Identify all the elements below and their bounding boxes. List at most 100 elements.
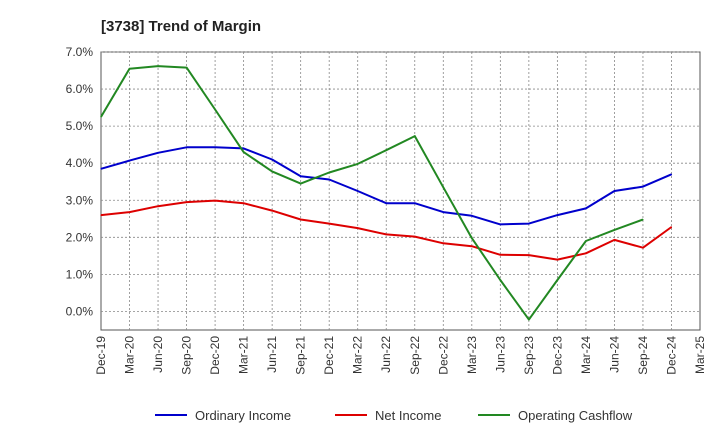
net-income-point xyxy=(185,201,188,203)
ordinary-income-point xyxy=(300,175,302,177)
ordinary-income-point xyxy=(385,202,387,204)
ordinary-income-point xyxy=(642,185,644,188)
x-tick-label: Mar-25 xyxy=(693,336,707,374)
y-tick-label: 3.0% xyxy=(66,193,94,207)
ordinary-income-point xyxy=(670,173,673,175)
x-tick-label: Sep-23 xyxy=(522,336,536,375)
operating-cashflow-point xyxy=(471,237,473,239)
x-tick-label: Dec-24 xyxy=(664,336,678,375)
x-tick-label: Dec-22 xyxy=(436,336,450,375)
net-income-point xyxy=(471,245,473,247)
x-tick-label: Mar-23 xyxy=(465,336,479,374)
operating-cashflow-point xyxy=(642,218,644,221)
y-tick-label: 4.0% xyxy=(66,156,94,170)
x-tick-label: Dec-21 xyxy=(322,336,336,375)
operating-cashflow-point xyxy=(385,149,387,151)
x-tick-label: Mar-22 xyxy=(351,336,365,374)
y-tick-label: 2.0% xyxy=(66,230,94,244)
legend-label-operating-cashflow: Operating Cashflow xyxy=(518,408,633,423)
net-income-point xyxy=(357,227,359,229)
operating-cashflow-point xyxy=(157,65,159,67)
y-tick-label: 0.0% xyxy=(66,304,94,318)
ordinary-income-point xyxy=(243,147,245,149)
operating-cashflow-point xyxy=(128,68,131,70)
operating-cashflow-point xyxy=(556,279,558,281)
x-tick-label: Jun-24 xyxy=(607,336,621,373)
x-tick-label: Jun-23 xyxy=(493,336,507,373)
ordinary-income-point xyxy=(271,158,273,161)
chart-title: [3738] Trend of Margin xyxy=(101,18,261,35)
x-tick-label: Dec-20 xyxy=(208,336,222,375)
net-income-point xyxy=(670,226,673,228)
net-income-point xyxy=(271,210,273,212)
series-lines xyxy=(100,65,673,321)
ordinary-income-point xyxy=(471,215,473,217)
plot-frame xyxy=(100,51,701,331)
net-income-point xyxy=(300,218,302,221)
x-tick-label: Mar-21 xyxy=(237,336,251,374)
operating-cashflow-point xyxy=(185,66,188,69)
x-tick-label: Dec-19 xyxy=(94,336,108,375)
net-income-point xyxy=(499,254,501,256)
net-income-point xyxy=(556,258,558,261)
ordinary-income-point xyxy=(585,207,587,210)
net-income-point xyxy=(442,242,444,244)
x-tick-label: Sep-24 xyxy=(636,336,650,375)
operating-cashflow-point xyxy=(442,186,444,188)
x-tick-label: Sep-22 xyxy=(408,336,422,375)
grid xyxy=(100,51,701,331)
operating-cashflow-point xyxy=(499,279,501,281)
operating-cashflow-point xyxy=(528,319,530,321)
ordinary-income-point xyxy=(214,146,216,148)
x-tick-label: Mar-20 xyxy=(123,336,137,374)
x-tick-label: Mar-24 xyxy=(579,336,593,374)
net-income-point xyxy=(100,214,102,216)
x-tick-label: Sep-21 xyxy=(294,336,308,375)
operating-cashflow-line xyxy=(100,65,644,321)
operating-cashflow-point xyxy=(271,170,273,172)
legend: Ordinary Income Net Income Operating Cashf… xyxy=(155,408,633,423)
ordinary-income-point xyxy=(100,168,102,170)
x-tick-label: Jun-21 xyxy=(265,336,279,373)
ordinary-income-point xyxy=(528,223,530,225)
ordinary-income-point xyxy=(613,190,616,192)
operating-cashflow-point xyxy=(214,108,216,111)
operating-cashflow-point xyxy=(328,171,330,174)
operating-cashflow-point xyxy=(585,240,587,242)
operating-cashflow-point xyxy=(300,182,302,185)
axes: 7.0% 6.0% 5.0% 4.0% 3.0% 2.0% 1.0% 0.0% Dec-19 Ma… xyxy=(66,45,707,375)
y-tick-label: 1.0% xyxy=(66,267,94,281)
ordinary-income-point xyxy=(185,146,188,148)
net-income-point xyxy=(243,202,245,204)
y-tick-label: 7.0% xyxy=(66,45,94,59)
ordinary-income-point xyxy=(157,152,159,154)
ordinary-income-point xyxy=(357,190,359,192)
net-income-point xyxy=(414,235,416,238)
net-income-point xyxy=(642,247,644,249)
x-tick-label: Jun-20 xyxy=(151,336,165,373)
ordinary-income-point xyxy=(414,202,416,204)
operating-cashflow-point xyxy=(100,116,102,118)
legend-label-ordinary-income: Ordinary Income xyxy=(195,408,291,423)
ordinary-income-point xyxy=(328,178,330,181)
net-income-point xyxy=(214,200,216,202)
operating-cashflow-point xyxy=(414,135,416,137)
ordinary-income-point xyxy=(499,223,501,225)
net-income-point xyxy=(528,254,530,256)
operating-cashflow-point xyxy=(243,151,245,153)
x-tick-label: Jun-22 xyxy=(379,336,393,373)
net-income-point xyxy=(613,239,616,241)
net-income-point xyxy=(128,211,131,213)
ordinary-income-point xyxy=(442,211,444,213)
x-tick-label: Sep-20 xyxy=(180,336,194,375)
net-income-point xyxy=(585,252,587,254)
legend-label-net-income: Net Income xyxy=(375,408,441,423)
net-income-point xyxy=(328,223,330,225)
ordinary-income-point xyxy=(128,160,131,162)
operating-cashflow-point xyxy=(357,163,359,165)
net-income-point xyxy=(385,233,387,235)
y-tick-label: 6.0% xyxy=(66,82,94,96)
operating-cashflow-point xyxy=(613,229,616,231)
net-income-point xyxy=(157,205,159,207)
